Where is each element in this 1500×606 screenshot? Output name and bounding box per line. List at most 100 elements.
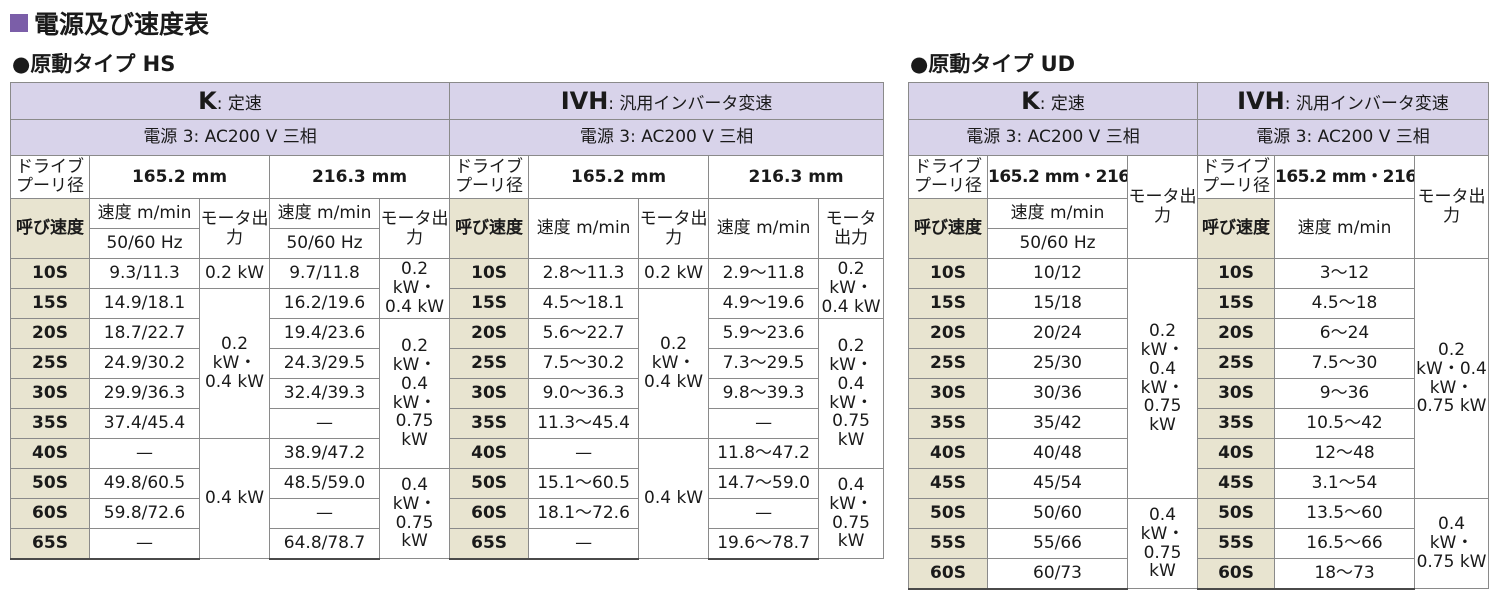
- hs-k-d2: 216.3 mm: [268, 155, 451, 199]
- nominal-cell: 45S: [908, 468, 988, 499]
- hs-power-row: 電源 3: AC200 V 三相 電源 3: AC200 V 三相: [9, 119, 885, 156]
- speed-cell: 29.9/36.3: [89, 378, 200, 409]
- table-row: 35S 37.4/45.4 — 35S 11.3〜45.4 —: [10, 408, 884, 439]
- motor-cell: 0.4 kW・0.75 kW: [1414, 498, 1490, 589]
- hs-ivh-d1: 165.2 mm: [528, 155, 710, 199]
- speed-cell: 38.9/47.2: [269, 438, 380, 469]
- speed-cell: 20/24: [987, 318, 1128, 349]
- speed-cell: 9.8〜39.3: [708, 378, 820, 409]
- hs-nominal-header: 呼び速度: [10, 198, 90, 259]
- speed-cell: 10.5〜42: [1274, 408, 1416, 439]
- speed-cell: 10/12: [987, 258, 1128, 289]
- speed-cell: —: [89, 528, 200, 560]
- hs-ivh-header: IVH: 汎用インバータ変速: [449, 82, 885, 120]
- speed-cell: 3〜12: [1274, 258, 1416, 289]
- speed-cell: 2.9〜11.8: [708, 258, 820, 289]
- ud-col-header-row: 呼び速度 速度 m/min 呼び速度 速度 m/min: [908, 198, 1489, 259]
- motor-cell: 0.2 kW: [199, 258, 270, 289]
- speed-cell: 12〜48: [1274, 438, 1416, 469]
- ud-ivh-power: 電源 3: AC200 V 三相: [1197, 119, 1490, 156]
- nominal-cell: 10S: [908, 258, 988, 289]
- speed-cell: 60/73: [987, 558, 1128, 590]
- speed-cell: 7.3〜29.5: [708, 348, 820, 379]
- speed-cell: 59.8/72.6: [89, 498, 200, 529]
- speed-cell: 64.8/78.7: [269, 528, 380, 560]
- speed-cell: 13.5〜60: [1274, 498, 1416, 529]
- nominal-cell: 25S: [1197, 348, 1276, 379]
- hs-ivh-power: 電源 3: AC200 V 三相: [449, 119, 885, 156]
- nominal-cell: 25S: [449, 348, 530, 379]
- speed-cell: 35/42: [987, 408, 1128, 439]
- table-row: 15S 15/18 15S 4.5〜18: [908, 288, 1489, 319]
- speed-cell: —: [528, 528, 640, 560]
- speed-cell: 15/18: [987, 288, 1128, 319]
- speed-cell: 14.7〜59.0: [708, 468, 820, 499]
- nominal-cell: 65S: [10, 528, 90, 560]
- table-row: 45S 45/54 45S 3.1〜54: [908, 468, 1489, 499]
- table-row: 35S 35/42 35S 10.5〜42: [908, 408, 1489, 439]
- speed-cell: 9.3/11.3: [89, 258, 200, 289]
- table-row: 20S 18.7/22.7 19.4/23.6 0.2 kW・0.4 kW・0.…: [10, 318, 885, 469]
- ud-k-speed-header: 速度 m/min: [987, 198, 1128, 229]
- motor-cell: 0.2 kW・0.4 kW: [818, 258, 885, 319]
- speed-cell: 15.1〜60.5: [528, 468, 640, 499]
- ud-k-hz: 50/60 Hz: [987, 228, 1128, 259]
- nominal-cell: 15S: [908, 288, 988, 319]
- nominal-cell: 50S: [1197, 498, 1276, 529]
- hs-type-row: K: 定速 IVH: 汎用インバータ変速: [9, 82, 885, 120]
- hs-ivh2-motor-header: モータ出力: [818, 198, 885, 259]
- table-row: 60S 59.8/72.6 — 60S 18.1〜72.6 —: [10, 498, 884, 529]
- hs-col-header-row: 呼び速度 速度 m/min モータ出力 速度 m/min モータ出力 呼び速度 …: [10, 198, 885, 259]
- nominal-cell: 30S: [908, 378, 988, 409]
- hs-k-motor-header: モータ出力: [199, 198, 270, 259]
- motor-cell: 0.2 kW・0.4 kW・0.75 kW: [1126, 258, 1199, 499]
- hs-ivh-motor-header: モータ出力: [638, 198, 710, 259]
- speed-cell: —: [528, 438, 640, 469]
- nominal-cell: 20S: [1197, 318, 1276, 349]
- nominal-cell: 35S: [1197, 408, 1276, 439]
- hs-k-speed-header: 速度 m/min: [89, 198, 200, 229]
- ud-ivh-motor-header: モータ出力: [1414, 155, 1490, 259]
- speed-cell: 19.4/23.6: [269, 318, 380, 349]
- nominal-cell: 50S: [449, 468, 530, 499]
- ud-ivh-speed-header: 速度 m/min: [1274, 198, 1416, 259]
- motor-cell: 0.4 kW: [199, 438, 270, 559]
- speed-cell: 19.6〜78.7: [708, 528, 820, 560]
- nominal-cell: 20S: [10, 318, 90, 349]
- speed-cell: 16.5〜66: [1274, 528, 1416, 559]
- speed-cell: 4.5〜18.1: [528, 288, 640, 319]
- nominal-cell: 25S: [908, 348, 988, 379]
- nominal-cell: 25S: [10, 348, 90, 379]
- speed-cell: —: [89, 438, 200, 469]
- speed-cell: 55/66: [987, 528, 1128, 559]
- hs-speed-table: K: 定速 IVH: 汎用インバータ変速 電源 3: AC200 V 三相 電源…: [9, 82, 885, 560]
- ud-k-power: 電源 3: AC200 V 三相: [907, 119, 1199, 156]
- nominal-cell: 60S: [449, 498, 530, 529]
- speed-cell: 16.2/19.6: [269, 288, 380, 319]
- speed-cell: 5.9〜23.6: [708, 318, 820, 349]
- title-square-marker: [10, 14, 28, 32]
- speed-cell: 40/48: [987, 438, 1128, 469]
- title-text: 電源及び速度表: [34, 10, 210, 39]
- nominal-cell: 55S: [1197, 528, 1276, 559]
- speed-cell: 24.9/30.2: [89, 348, 200, 379]
- speed-cell: —: [269, 498, 380, 529]
- table-row: 20S 20/24 20S 6〜24: [908, 318, 1489, 349]
- ud-heading: ●原動タイプ UD: [910, 52, 1076, 76]
- nominal-cell: 10S: [449, 258, 530, 289]
- table-row: 60S 60/73 60S 18〜73: [908, 558, 1489, 590]
- nominal-cell: 65S: [449, 528, 530, 560]
- ud-nominal-header: 呼び速度: [908, 198, 988, 259]
- speed-cell: 7.5〜30: [1274, 348, 1416, 379]
- speed-cell: 11.3〜45.4: [528, 408, 640, 439]
- speed-cell: 18.1〜72.6: [528, 498, 640, 529]
- nominal-cell: 30S: [449, 378, 530, 409]
- ud-pulley-label: ドライブプーリ径: [908, 155, 988, 199]
- speed-cell: 37.4/45.4: [89, 408, 200, 439]
- ud-k-diameter: 165.2 mm・216.3 mm: [987, 155, 1128, 199]
- motor-cell: 0.4 kW・0.75 kW: [378, 468, 451, 559]
- ud-power-row: 電源 3: AC200 V 三相 電源 3: AC200 V 三相: [907, 119, 1490, 156]
- nominal-cell: 40S: [449, 438, 530, 469]
- hs-k2-speed-header: 速度 m/min: [269, 198, 380, 229]
- motor-cell: 0.2 kW・0.4 kW: [378, 258, 451, 319]
